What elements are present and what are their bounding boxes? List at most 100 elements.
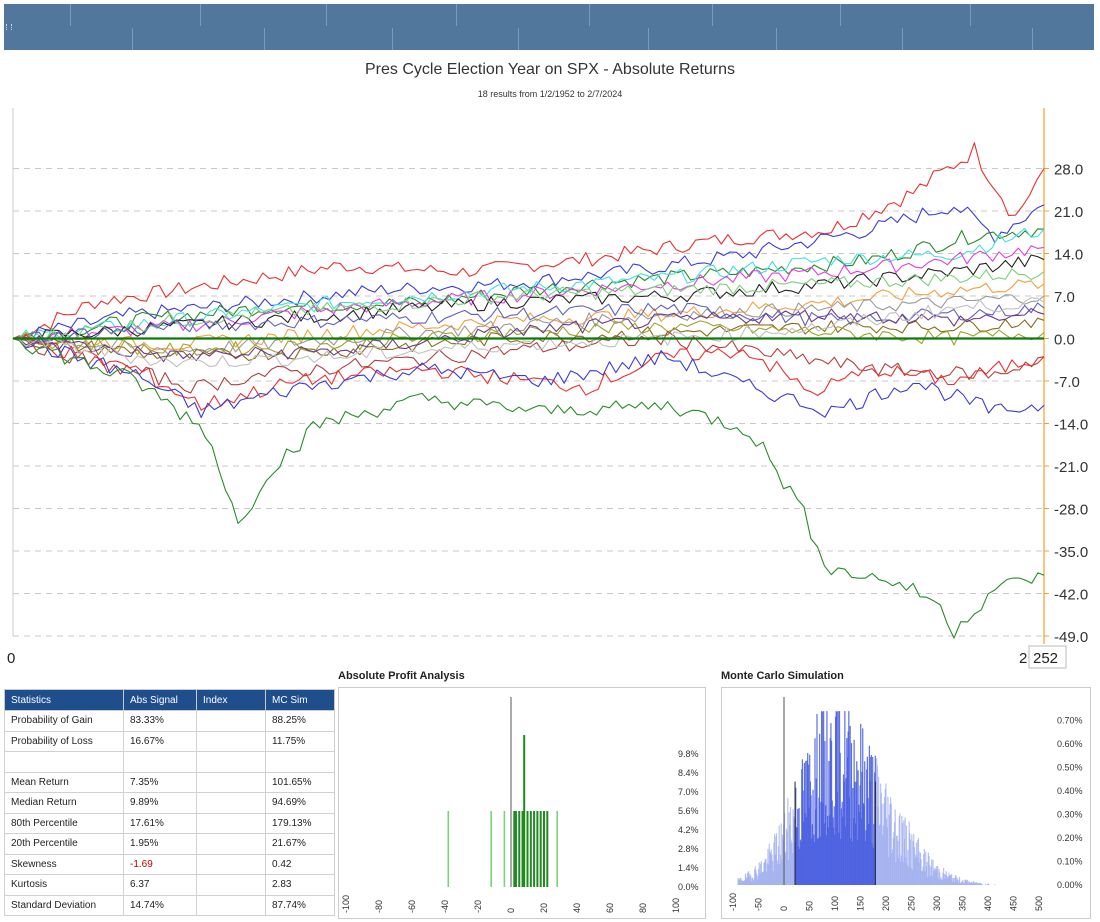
series-line xyxy=(12,302,1045,342)
mc-x-label: 300 xyxy=(932,896,942,911)
profit-y-label: 8.4% xyxy=(678,768,699,778)
toolbar-separator xyxy=(392,28,393,50)
mc-y-label: 0.20% xyxy=(1057,833,1083,843)
series-line xyxy=(12,204,1045,342)
monte-carlo-chart[interactable]: 0.70% 0.60% 0.50% 0.40% 0.30% 0.20% 0.10% 0.00%… xyxy=(721,687,1091,919)
toolbar-separator xyxy=(132,28,133,50)
mc-y-label: 0.00% xyxy=(1057,880,1083,890)
y-tick-label: -28.0 xyxy=(1054,502,1088,519)
x-tick-label-end-prefix: 2 xyxy=(1019,650,1027,667)
series-line xyxy=(12,337,1045,639)
mc-x-label: 50 xyxy=(805,901,815,911)
toolbar-separator xyxy=(776,28,777,50)
mc-x-label: 500 xyxy=(1034,896,1044,911)
header-index: Index xyxy=(196,689,266,711)
chart-subtitle: 18 results from 1/2/1952 to 2/7/2024 xyxy=(477,89,623,99)
mc-y-label: 0.70% xyxy=(1057,716,1083,726)
mc-y-label: 0.30% xyxy=(1057,810,1083,820)
profit-y-label: 0.0% xyxy=(678,882,699,892)
profit-analysis-chart[interactable]: 9.8% 8.4% 7.0% 5.6% 4.2% 2.8% 1.4% 0.0% -100 -80 -… xyxy=(338,687,706,919)
statistics-cell: 11.75% xyxy=(265,730,335,752)
statistics-cell xyxy=(265,751,335,773)
series-line xyxy=(12,142,1045,340)
statistics-row: 20th Percentile 1.95% 21.67% xyxy=(4,833,335,855)
x-cursor-box xyxy=(1028,645,1067,669)
chart-title: Pres Cycle Election Year on SPX - Absolu… xyxy=(365,61,735,78)
statistics-cell xyxy=(196,751,266,773)
statistics-header-row: Statistics Abs Signal Index MC Sim xyxy=(4,689,335,711)
mc-x-label: 0 xyxy=(779,906,789,911)
y-tick-label: -49.0 xyxy=(1054,629,1088,646)
profit-x-label: 40 xyxy=(572,903,582,913)
monte-carlo-title: Monte Carlo Simulation xyxy=(721,670,844,682)
profit-x-label: -60 xyxy=(407,900,417,913)
statistics-cell: 9.89% xyxy=(123,792,197,814)
statistics-cell: 7.35% xyxy=(123,771,197,793)
grip-handle-icon[interactable] xyxy=(6,24,12,30)
statistics-cell: 2.83 xyxy=(265,874,335,896)
mc-x-label: 350 xyxy=(958,896,968,911)
toolbar-separator xyxy=(589,4,590,26)
series-line xyxy=(12,279,1045,351)
mc-x-label: 100 xyxy=(830,896,840,911)
mc-x-label: 400 xyxy=(983,896,993,911)
statistics-cell: Standard Deviation xyxy=(4,894,124,916)
series-line xyxy=(12,227,1045,342)
profit-x-label: -40 xyxy=(440,900,450,913)
statistics-cell: -1.69 xyxy=(123,853,197,875)
statistics-cell: Kurtosis xyxy=(4,874,124,896)
statistics-cell xyxy=(196,874,266,896)
statistics-cell: 16.67% xyxy=(123,730,197,752)
series-line xyxy=(12,330,1045,394)
profit-x-label: -80 xyxy=(374,900,384,913)
series-line xyxy=(12,254,1045,344)
statistics-row: Median Return 9.89% 94.69% xyxy=(4,792,335,814)
statistics-cell xyxy=(196,730,266,752)
profit-analysis-title: Absolute Profit Analysis xyxy=(338,670,465,682)
y-tick-label: -7.0 xyxy=(1054,374,1080,391)
statistics-cell xyxy=(196,710,266,732)
header-abs-signal: Abs Signal xyxy=(123,689,197,711)
y-tick-label: -14.0 xyxy=(1054,417,1088,434)
profit-x-label: 0 xyxy=(506,908,516,913)
statistics-row: Skewness -1.69 0.42 xyxy=(4,853,335,875)
y-tick-label: 7.0 xyxy=(1054,289,1075,306)
mc-y-label: 0.10% xyxy=(1057,857,1083,867)
profit-y-label: 4.2% xyxy=(678,825,699,835)
y-tick-label: 14.0 xyxy=(1054,247,1083,264)
statistics-cell xyxy=(123,751,197,773)
statistics-row xyxy=(4,751,335,773)
statistics-cell: 17.61% xyxy=(123,812,197,834)
mc-y-label: 0.40% xyxy=(1057,786,1083,796)
series-line xyxy=(12,317,1045,362)
mc-x-label: 150 xyxy=(856,896,866,911)
profit-x-label: 80 xyxy=(638,903,648,913)
mc-x-label: 200 xyxy=(881,896,891,911)
statistics-cell: Mean Return xyxy=(4,771,124,793)
statistics-cell: 21.67% xyxy=(265,833,335,855)
profit-y-label: 1.4% xyxy=(678,863,699,873)
statistics-cell: 101.65% xyxy=(265,771,335,793)
main-line-chart[interactable]: 28.0 21.0 14.0 7.0 0.0 -7.0 -14.0 -21.0 -28.0 -35… xyxy=(0,100,1100,670)
y-tick-label: -35.0 xyxy=(1054,544,1088,561)
statistics-cell: Median Return xyxy=(4,792,124,814)
statistics-cell xyxy=(196,894,266,916)
statistics-cell: 87.74% xyxy=(265,894,335,916)
statistics-cell: 88.25% xyxy=(265,710,335,732)
profit-x-label: -100 xyxy=(341,895,351,913)
toolbar-separator xyxy=(902,28,903,50)
toolbar-separator xyxy=(840,4,841,26)
mc-y-label: 0.60% xyxy=(1057,739,1083,749)
statistics-cell: 94.69% xyxy=(265,792,335,814)
statistics-cell: Skewness xyxy=(4,853,124,875)
profit-x-label: -20 xyxy=(473,900,483,913)
statistics-row: Mean Return 7.35% 101.65% xyxy=(4,771,335,793)
toolbar-separator xyxy=(1032,28,1033,50)
statistics-cell: 179.13% xyxy=(265,812,335,834)
statistics-cell: 83.33% xyxy=(123,710,197,732)
statistics-cell: 1.95% xyxy=(123,833,197,855)
statistics-cell: 0.42 xyxy=(265,853,335,875)
x-cursor-label: 252 xyxy=(1033,650,1058,667)
statistics-cell: 20th Percentile xyxy=(4,833,124,855)
toolbar-separator xyxy=(712,4,713,26)
